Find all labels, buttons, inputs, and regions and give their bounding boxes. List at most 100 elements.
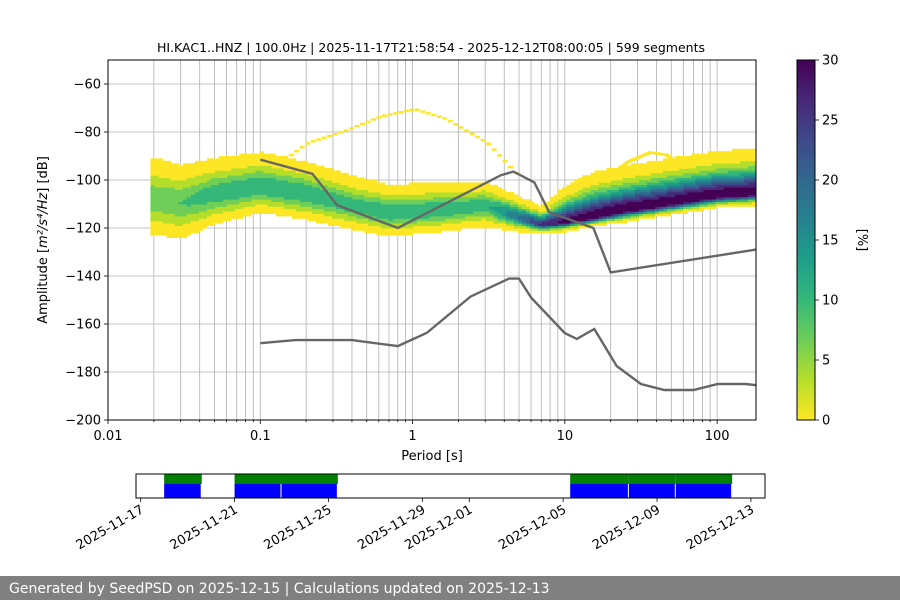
heatmap-cell <box>630 182 636 186</box>
heatmap-cell <box>437 182 442 186</box>
heatmap-cell <box>315 177 321 181</box>
heatmap-cell <box>263 194 268 198</box>
heatmap-cell <box>723 170 729 174</box>
heatmap-cell <box>667 163 672 166</box>
heatmap-cell <box>279 165 285 169</box>
heatmap-cell <box>517 218 523 222</box>
heatmap-cell <box>493 189 499 193</box>
heatmap-cell <box>667 160 672 164</box>
heatmap-cell <box>707 199 712 202</box>
heatmap-cell <box>509 218 515 222</box>
heatmap-cell <box>231 170 236 174</box>
heatmap-cell <box>166 228 172 231</box>
heatmap-cell <box>170 211 176 214</box>
heatmap-cell <box>521 201 527 205</box>
heatmap-cell <box>235 156 240 159</box>
heatmap-cell <box>703 192 708 195</box>
heatmap-cell <box>320 199 325 202</box>
heatmap-cell <box>570 199 575 202</box>
heatmap-cell <box>198 184 204 188</box>
heatmap-cell <box>542 206 547 210</box>
heatmap-cell <box>429 218 434 222</box>
heatmap-cell <box>158 158 163 162</box>
heatmap-cell <box>747 184 753 188</box>
heatmap-cell <box>546 213 551 217</box>
heatmap-cell <box>497 154 503 157</box>
heatmap-cell <box>235 211 240 214</box>
heatmap-cell <box>186 194 192 198</box>
heatmap-cell <box>485 199 490 202</box>
heatmap-cell <box>614 175 620 178</box>
heatmap-cell <box>675 168 680 171</box>
heatmap-cell <box>348 225 353 229</box>
heatmap-cell <box>182 232 188 236</box>
heatmap-cell <box>513 194 519 198</box>
heatmap-cell <box>618 194 624 198</box>
heatmap-cell <box>647 163 652 166</box>
heatmap-cell <box>727 187 733 190</box>
heatmap-cell <box>186 177 192 181</box>
heatmap-cell <box>303 172 309 176</box>
heatmap-cell <box>186 201 192 205</box>
heatmap-cell <box>695 165 700 169</box>
heatmap-cell <box>715 175 721 178</box>
heatmap-cell <box>328 208 333 212</box>
heatmap-cell <box>473 192 478 195</box>
heatmap-cell <box>202 194 208 198</box>
heatmap-cell <box>311 182 317 186</box>
heatmap-cell <box>465 182 470 186</box>
heatmap-cell <box>711 158 717 162</box>
heatmap-cell <box>287 206 293 210</box>
heatmap-cell <box>223 194 228 198</box>
heatmap-cell <box>739 151 745 154</box>
heatmap-cell <box>291 170 297 174</box>
heatmap-cell <box>651 168 656 171</box>
heatmap-cell <box>675 182 680 186</box>
heatmap-cell <box>671 211 676 214</box>
heatmap-cell <box>202 196 208 200</box>
heatmap-cell <box>489 199 494 202</box>
heatmap-cell <box>150 213 155 217</box>
heatmap-cell <box>328 175 333 178</box>
heatmap-cell <box>699 208 704 212</box>
heatmap-cell <box>154 180 159 183</box>
heatmap-cell <box>194 170 200 174</box>
heatmap-cell <box>336 172 341 176</box>
heatmap-cell <box>687 156 692 159</box>
heatmap-cell <box>699 194 704 198</box>
heatmap-cell <box>501 201 507 205</box>
heatmap-cell <box>525 213 531 217</box>
heatmap-cell <box>259 184 264 188</box>
heatmap-cell <box>618 201 624 205</box>
heatmap-cell <box>457 199 462 202</box>
heatmap-cell <box>622 199 628 202</box>
heatmap-cell <box>651 172 656 176</box>
heatmap-cell <box>291 206 297 210</box>
heatmap-cell <box>594 223 599 226</box>
heatmap-cell <box>303 160 309 164</box>
heatmap-cell <box>227 172 232 176</box>
heatmap-cell <box>622 168 628 171</box>
heatmap-cell <box>392 213 398 217</box>
heatmap-cell <box>356 213 361 217</box>
heatmap-cell <box>243 187 248 190</box>
heatmap-cell <box>574 187 579 190</box>
heatmap-cell <box>747 204 753 207</box>
heatmap-cell <box>695 194 700 198</box>
heatmap-cell <box>521 223 527 226</box>
heatmap-cell <box>332 170 337 174</box>
heatmap-cell <box>356 223 361 226</box>
heatmap-cell <box>626 199 632 202</box>
heatmap-cell <box>638 204 644 207</box>
heatmap-cell <box>670 158 676 162</box>
heatmap-cell <box>227 180 232 183</box>
heatmap-cell <box>598 199 603 202</box>
heatmap-cell <box>735 170 741 174</box>
heatmap-cell <box>505 192 511 195</box>
heatmap-cell <box>711 177 717 181</box>
heatmap-cell <box>743 175 749 178</box>
heatmap-cell <box>453 182 458 186</box>
heatmap-cell <box>513 206 519 210</box>
heatmap-cell <box>493 208 499 212</box>
heatmap-cell <box>469 208 474 212</box>
